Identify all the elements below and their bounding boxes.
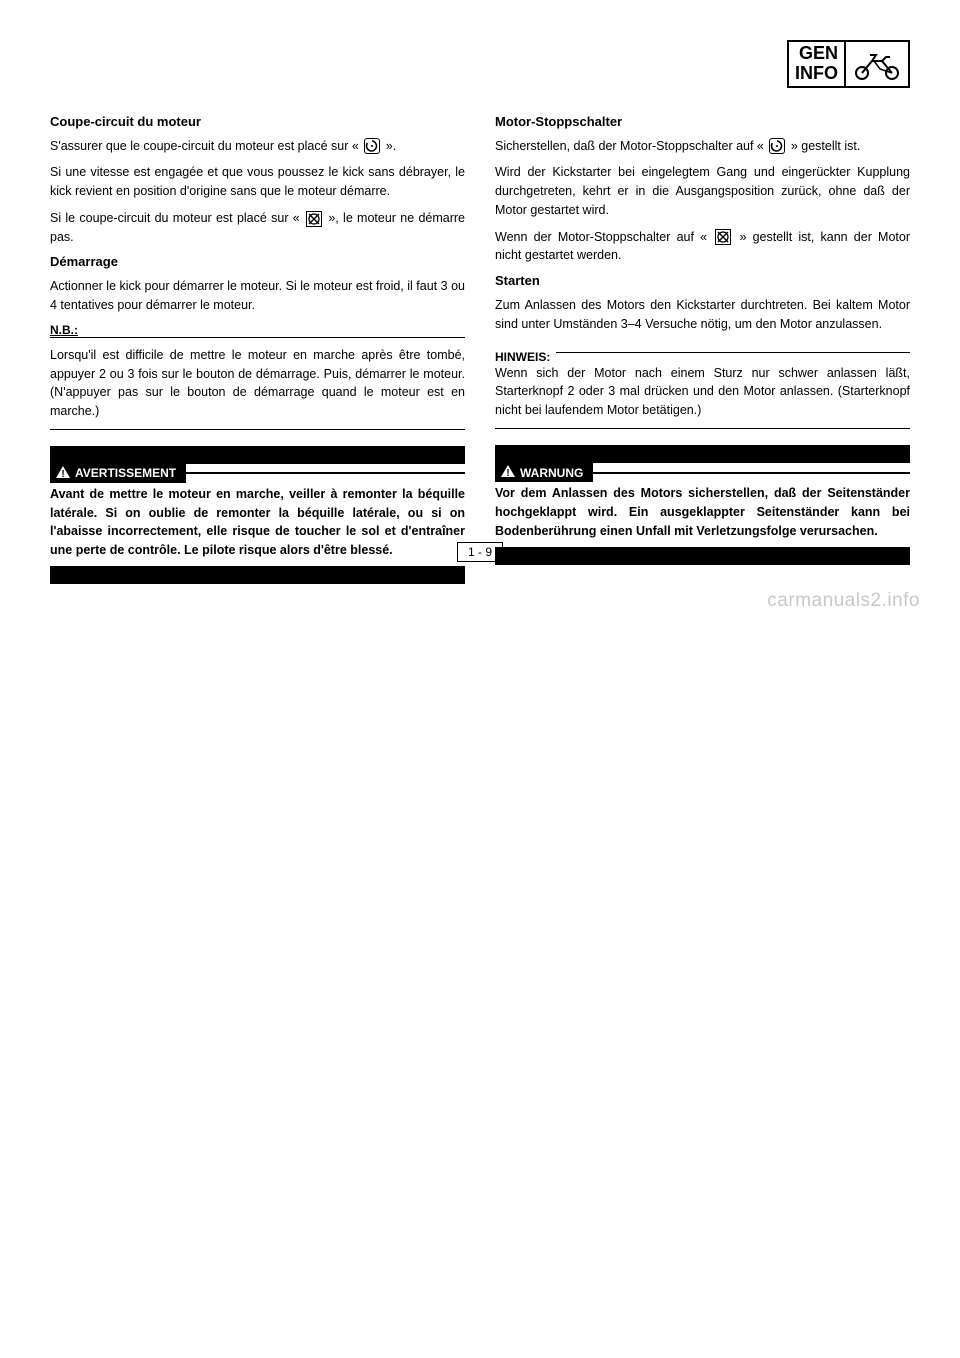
watermark: carmanuals2.info xyxy=(767,590,920,612)
note-rule-fr-bottom xyxy=(50,429,465,430)
section-title-fr-1: Coupe-circuit du moteur xyxy=(50,114,465,129)
para-de-1: Sicherstellen, daß der Motor-Stoppschalt… xyxy=(495,137,910,156)
page-number: 1 - 9 xyxy=(457,542,503,562)
svg-text:!: ! xyxy=(61,469,64,478)
run-position-icon xyxy=(769,138,785,154)
motorcycle-icon xyxy=(844,42,908,86)
info-label: INFO xyxy=(795,64,838,84)
gen-info-box: GEN INFO xyxy=(787,40,910,88)
content-columns: Coupe-circuit du moteur S'assurer que le… xyxy=(50,108,910,592)
hinweis-rule-top xyxy=(556,352,910,354)
para-fr-1: S'assurer que le coupe-circuit du moteur… xyxy=(50,137,465,156)
section-title-fr-2: Démarrage xyxy=(50,254,465,269)
warn-bottom-bar xyxy=(495,547,910,565)
warning-triangle-icon: ! xyxy=(56,466,70,481)
warnung-block: ! WARNUNG Vor dem Anlassen des Motors si… xyxy=(495,445,910,564)
warning-triangle-icon: ! xyxy=(501,465,515,480)
avert-label-line xyxy=(186,472,465,474)
hinweis-body: Wenn sich der Motor nach einem Sturz nur… xyxy=(495,364,910,420)
para-de-4: Zum Anlassen des Motors den Kickstarter … xyxy=(495,296,910,334)
avert-label-text: AVERTISSEMENT xyxy=(75,466,176,480)
warn-label-text: WARNUNG xyxy=(520,466,583,480)
gen-info-label: GEN INFO xyxy=(789,42,844,86)
warn-label-line xyxy=(593,472,910,474)
run-position-icon xyxy=(364,138,380,154)
warn-label-box: ! WARNUNG xyxy=(495,463,593,482)
hinweis-label-row: HINWEIS: xyxy=(495,342,910,364)
avert-label-row: ! AVERTISSEMENT xyxy=(50,464,465,483)
avert-top-bar xyxy=(50,446,465,464)
para-fr-4: Actionner le kick pour démarrer le moteu… xyxy=(50,277,465,315)
avert-body: Avant de mettre le moteur en marche, vei… xyxy=(50,485,465,560)
para-fr-3: Si le coupe-circuit du moteur est placé … xyxy=(50,209,465,247)
para-de-3: Wenn der Motor-Stoppschalter auf « » ges… xyxy=(495,228,910,266)
warn-body: Vor dem Anlassen des Motors sicherstelle… xyxy=(495,484,910,540)
page-header: GEN INFO xyxy=(50,40,910,88)
stop-position-icon xyxy=(715,229,731,245)
hinweis-rule-bottom xyxy=(495,428,910,430)
warn-top-bar xyxy=(495,445,910,463)
note-rule-fr-top xyxy=(50,337,465,338)
stop-position-icon xyxy=(306,211,322,227)
para-de-2: Wird der Kickstarter bei eingelegtem Gan… xyxy=(495,163,910,219)
svg-text:!: ! xyxy=(506,468,509,477)
warn-label-row: ! WARNUNG xyxy=(495,463,910,482)
section-title-de-1: Motor-Stoppschalter xyxy=(495,114,910,129)
note-body-fr: Lorsqu'il est difficile de mettre le mot… xyxy=(50,346,465,421)
avert-label-box: ! AVERTISSEMENT xyxy=(50,464,186,483)
right-column-german: Motor-Stoppschalter Sicherstellen, daß d… xyxy=(495,108,910,592)
avert-bottom-bar xyxy=(50,566,465,584)
para-fr-2: Si une vitesse est engagée et que vous p… xyxy=(50,163,465,201)
hinweis-label: HINWEIS: xyxy=(495,350,550,364)
gen-label: GEN xyxy=(795,44,838,64)
manual-page: GEN INFO Coupe-circuit du moteur S'assur… xyxy=(0,0,960,652)
section-title-de-2: Starten xyxy=(495,273,910,288)
avertissement-block: ! AVERTISSEMENT Avant de mettre le moteu… xyxy=(50,446,465,584)
note-label-fr: N.B.: xyxy=(50,323,465,337)
left-column-french: Coupe-circuit du moteur S'assurer que le… xyxy=(50,108,465,592)
